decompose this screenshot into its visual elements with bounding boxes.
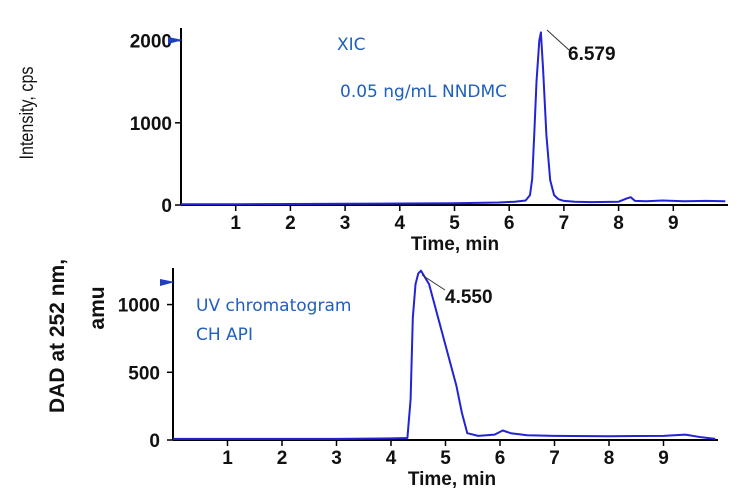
xic-chart: Intensity, cps 0 1000 2000 1 2 3 4 5 6 7 8 9 XIC 0… — [16, 28, 728, 255]
xic-annotation-1: XIC — [337, 35, 366, 55]
xic-y-ticks: 0 1000 2000 — [130, 32, 181, 217]
xic-x-tick-label: 3 — [340, 213, 351, 234]
xic-x-tick-label: 8 — [613, 213, 624, 234]
xic-y-tick-label: 1000 — [130, 114, 172, 135]
uv-max-arrow — [160, 279, 175, 286]
xic-peak-label: 6.579 — [568, 44, 616, 65]
uv-x-tick-label: 9 — [658, 448, 669, 469]
uv-y-axis-title-line1: DAD at 252 nm, — [46, 259, 69, 413]
uv-y-tick-label: 1000 — [118, 296, 160, 317]
uv-x-tick-label: 1 — [222, 448, 233, 469]
uv-x-tick-label: 5 — [440, 448, 451, 469]
uv-x-tick-label: 2 — [277, 448, 288, 469]
uv-y-tick-label: 500 — [128, 363, 160, 384]
uv-x-tick-label: 7 — [549, 448, 560, 469]
uv-annotation-1: UV chromatogram — [196, 296, 351, 316]
xic-peak-leader — [546, 29, 570, 51]
xic-x-axis-title: Time, min — [411, 234, 499, 255]
xic-y-tick-label: 2000 — [130, 32, 172, 53]
uv-annotation-2: CH API — [196, 325, 253, 345]
xic-x-tick-label: 9 — [668, 213, 679, 234]
uv-x-tick-label: 4 — [386, 448, 397, 469]
xic-x-tick-label: 2 — [285, 213, 296, 234]
xic-x-tick-label: 7 — [559, 213, 570, 234]
xic-max-arrow — [168, 37, 183, 44]
xic-x-tick-label: 5 — [449, 213, 460, 234]
xic-x-tick-label: 1 — [230, 213, 241, 234]
uv-series-line — [173, 269, 716, 440]
uv-y-tick-label: 0 — [149, 431, 160, 452]
uv-x-ticks: 1 2 3 4 5 6 7 8 9 — [222, 440, 669, 469]
xic-x-tick-label: 4 — [395, 213, 406, 234]
uv-x-axis-title: Time, min — [408, 469, 496, 490]
uv-x-tick-label: 8 — [604, 448, 615, 469]
uv-chart: DAD at 252 nm, amu 0 500 1000 1 2 3 4 5 6 7 8 9 UV… — [46, 259, 718, 490]
xic-x-tick-label: 6 — [504, 213, 515, 234]
uv-peak-label: 4.550 — [445, 287, 493, 308]
uv-peak-leader — [421, 274, 446, 291]
xic-x-ticks: 1 2 3 4 5 6 7 8 9 — [230, 205, 679, 234]
xic-y-tick-label: 0 — [161, 196, 172, 217]
xic-y-axis-title: Intensity, cps — [16, 66, 38, 159]
uv-y-axis-title-line2: amu — [86, 286, 109, 329]
uv-x-tick-label: 3 — [331, 448, 342, 469]
xic-series-line — [180, 31, 726, 206]
uv-x-tick-label: 6 — [495, 448, 506, 469]
uv-y-ticks: 0 500 1000 — [118, 296, 173, 452]
xic-annotation-2: 0.05 ng/mL NNDMC — [340, 82, 507, 102]
